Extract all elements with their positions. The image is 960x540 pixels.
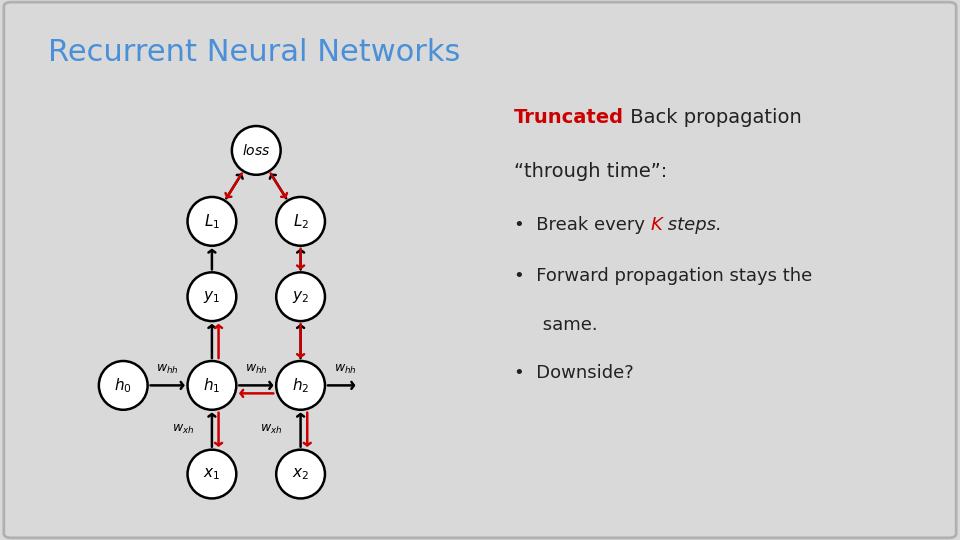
Circle shape <box>276 272 325 321</box>
Text: $L_2$: $L_2$ <box>293 212 309 231</box>
Circle shape <box>187 272 236 321</box>
Text: $w_{xh}$: $w_{xh}$ <box>172 423 194 436</box>
Circle shape <box>276 361 325 410</box>
Text: $w_{hh}$: $w_{hh}$ <box>245 362 268 376</box>
Text: $x_1$: $x_1$ <box>204 466 221 482</box>
Circle shape <box>187 361 236 410</box>
Text: same.: same. <box>514 316 597 334</box>
Text: $y_2$: $y_2$ <box>292 289 309 305</box>
FancyBboxPatch shape <box>4 2 956 538</box>
Text: Truncated: Truncated <box>514 108 624 127</box>
Text: Recurrent Neural Networks: Recurrent Neural Networks <box>48 38 461 67</box>
Text: $h_1$: $h_1$ <box>204 376 221 395</box>
Circle shape <box>232 126 280 175</box>
Text: $y_1$: $y_1$ <box>204 289 221 305</box>
Text: “through time”:: “through time”: <box>514 162 667 181</box>
Text: Back propagation: Back propagation <box>624 108 802 127</box>
Text: $w_{hh}$: $w_{hh}$ <box>156 362 179 376</box>
Text: $w_{hh}$: $w_{hh}$ <box>333 362 356 376</box>
Text: $h_0$: $h_0$ <box>114 376 132 395</box>
Circle shape <box>187 197 236 246</box>
Circle shape <box>99 361 148 410</box>
Text: $w_{xh}$: $w_{xh}$ <box>260 423 283 436</box>
Text: K: K <box>650 216 662 234</box>
Text: •  Break every: • Break every <box>514 216 650 234</box>
Circle shape <box>276 197 325 246</box>
Text: $loss$: $loss$ <box>242 143 271 158</box>
Text: $L_1$: $L_1$ <box>204 212 220 231</box>
Text: •  Forward propagation stays the: • Forward propagation stays the <box>514 267 812 285</box>
Text: •  Downside?: • Downside? <box>514 364 634 382</box>
Text: $x_2$: $x_2$ <box>292 466 309 482</box>
Circle shape <box>276 450 325 498</box>
Text: steps.: steps. <box>662 216 722 234</box>
Circle shape <box>187 450 236 498</box>
Text: $h_2$: $h_2$ <box>292 376 309 395</box>
